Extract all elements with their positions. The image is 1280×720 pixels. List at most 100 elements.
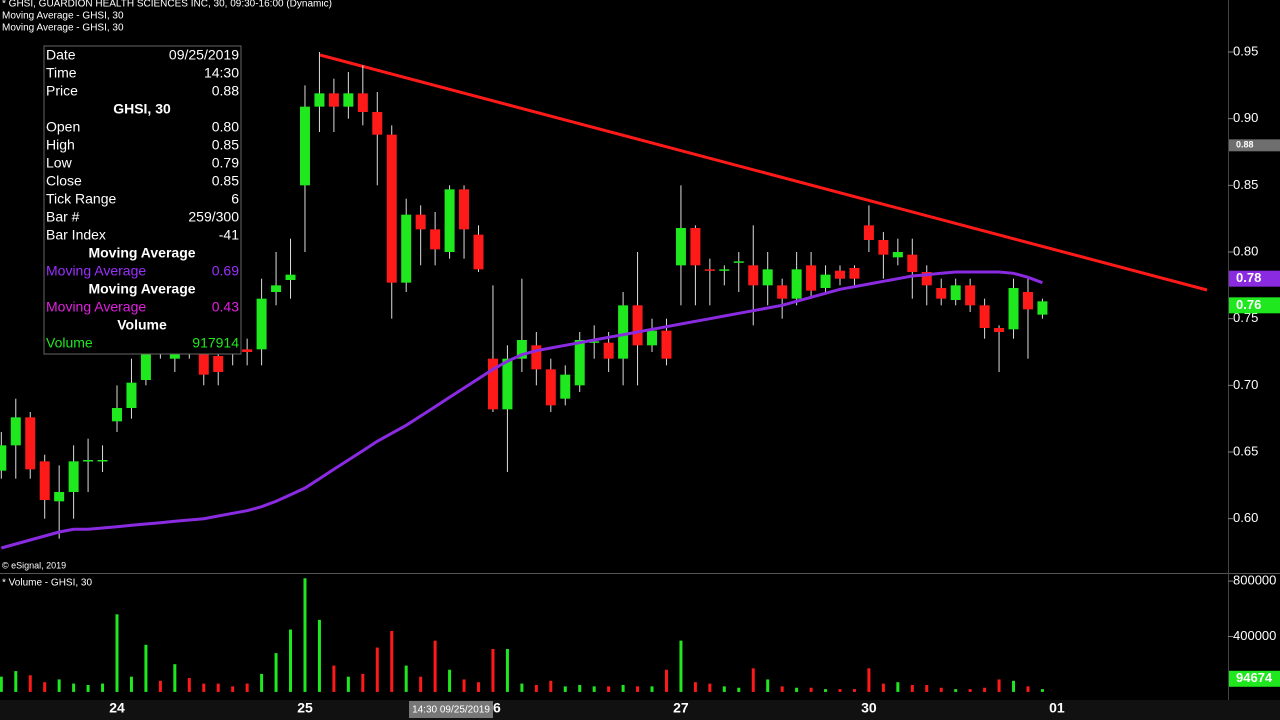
candle-body: [444, 189, 455, 252]
candle-body: [748, 265, 759, 286]
candle-body: [372, 112, 383, 135]
info-label: Date: [46, 47, 76, 63]
info-value: 09/25/2019: [169, 47, 239, 63]
volume-bar: [505, 648, 509, 692]
volume-bar: [607, 686, 611, 692]
candle-body: [892, 252, 903, 258]
info-value: 0.79: [212, 155, 239, 171]
candle-body: [661, 330, 672, 359]
volume-bar: [173, 664, 177, 692]
info-heading: Moving Average: [88, 281, 195, 297]
volume-bar: [780, 686, 784, 692]
volume-bar: [520, 683, 524, 692]
candle-body: [574, 340, 585, 386]
volume-bar: [896, 682, 900, 692]
cursor-label-box: [409, 701, 493, 718]
candle-body: [878, 240, 889, 255]
info-label: Bar #: [46, 209, 80, 225]
axis-marker-label: 0.88: [1236, 140, 1254, 150]
candle-body: [994, 328, 1005, 332]
candle-body: [487, 358, 498, 410]
candle-body: [589, 341, 600, 343]
volume-bar: [881, 683, 885, 692]
volume-title: * Volume - GHSI, 30: [2, 578, 92, 589]
candle-body: [25, 417, 36, 470]
candle-body: [545, 369, 556, 406]
y-tick-label: 0.85: [1233, 177, 1258, 192]
candle-body: [1022, 292, 1033, 310]
candle-body: [314, 93, 325, 107]
info-value: 0.80: [212, 119, 239, 135]
candle-body: [632, 305, 643, 346]
y-tick-label: 0.65: [1233, 443, 1258, 458]
candle-body: [516, 340, 527, 359]
candle-body: [777, 285, 788, 299]
volume-bar: [852, 689, 856, 692]
info-label: Moving Average: [46, 263, 146, 279]
volume-bar: [766, 679, 770, 692]
info-heading: Moving Average: [88, 245, 195, 261]
volume-bar: [462, 679, 466, 692]
moving-average-line: [0, 270, 1043, 550]
y-tick-label: 0.80: [1233, 243, 1258, 258]
candle-body: [979, 305, 990, 328]
info-value: 14:30: [204, 65, 239, 81]
volume-bar: [867, 668, 871, 692]
candle-body: [430, 229, 441, 250]
time-axis-strip: [0, 700, 1280, 720]
candle-body: [502, 358, 513, 410]
volume-bar: [245, 683, 249, 692]
candle-body: [791, 269, 802, 299]
volume-bar: [101, 683, 105, 692]
candle-body: [256, 298, 267, 350]
candle-body: [704, 269, 715, 271]
info-value: 0.43: [212, 299, 239, 315]
volume-bar: [260, 673, 264, 692]
info-label: Time: [46, 65, 77, 81]
volume-bar: [477, 682, 480, 692]
volume-bar: [433, 640, 437, 692]
volume-bar: [809, 687, 813, 692]
volume-bar: [838, 689, 842, 692]
volume-bar: [332, 665, 336, 692]
info-value: 6: [231, 191, 239, 207]
candle-body: [54, 492, 65, 502]
candle-body: [733, 261, 744, 263]
subtitle: Moving Average - GHSI, 30: [2, 11, 124, 22]
info-value: 259/300: [188, 209, 239, 225]
volume-bar: [636, 686, 640, 692]
volume-bar: [910, 684, 914, 692]
candle-body: [39, 461, 50, 500]
credit: © eSignal, 2019: [2, 560, 66, 570]
info-label: Bar Index: [46, 227, 106, 243]
volume-bar: [361, 673, 365, 692]
volume-bar: [997, 679, 1001, 692]
axis-marker: [1229, 139, 1280, 152]
axis-marker: [1229, 297, 1280, 314]
y-tick-label: 0.75: [1233, 310, 1258, 325]
volume-bar: [187, 678, 191, 692]
candle-body: [936, 288, 947, 299]
volume-bar: [708, 683, 712, 692]
candle-body: [285, 274, 296, 280]
info-panel: Date 09/25/2019 Time 14:30 Price 0.88 GHSI, 30…: [43, 45, 242, 355]
candle-body: [849, 268, 860, 279]
x-tick-label: 25: [297, 700, 313, 716]
volume-bar: [534, 684, 538, 692]
volume-bar: [968, 689, 972, 692]
volume-bar: [954, 689, 958, 692]
axis-marker-label: 0.76: [1236, 297, 1261, 312]
candle-body: [386, 134, 397, 283]
candle-body: [603, 342, 614, 359]
candle-body: [907, 254, 918, 272]
info-value: 0.69: [212, 263, 239, 279]
volume-bar: [57, 679, 61, 692]
volume-bar: [231, 686, 235, 692]
candle-body: [198, 350, 209, 375]
volume-bar: [664, 669, 668, 692]
info-label: Close: [46, 173, 82, 189]
candle-body: [415, 214, 426, 230]
volume-bar: [404, 665, 408, 692]
volume-bar: [346, 676, 350, 692]
